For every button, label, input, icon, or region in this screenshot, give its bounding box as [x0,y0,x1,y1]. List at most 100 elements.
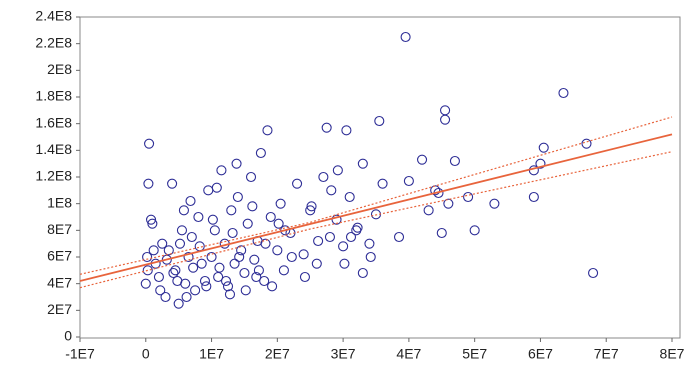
point [157,238,168,249]
y-tick-label: 2.4E8 [35,8,72,24]
point [357,158,368,169]
point [331,214,342,225]
point [160,291,171,303]
point [211,182,222,193]
point [144,138,155,149]
point [140,278,151,289]
point [364,238,375,249]
point [267,281,278,292]
point [528,191,539,203]
point [163,245,174,256]
point [400,31,411,43]
point [365,251,376,263]
y-tick-label: 6E7 [47,248,72,264]
y-tick-label: 1.6E8 [35,114,72,130]
point [222,281,234,292]
point [345,231,357,243]
point [298,249,309,260]
point [170,265,181,276]
point [253,265,264,276]
point [173,298,184,309]
point [311,258,322,269]
point [272,245,283,256]
y-tick-label: 2.2E8 [35,34,72,50]
point [185,195,196,207]
point [352,222,363,233]
point [374,115,385,127]
point [143,178,154,189]
point [440,114,451,125]
point [142,265,153,276]
point [403,175,414,187]
point [416,154,428,165]
point [249,254,260,265]
point [227,227,238,239]
point [216,165,227,176]
regression-line [79,133,673,282]
point [326,185,337,196]
point [147,218,158,229]
point [469,225,480,236]
point [214,262,225,273]
point [190,285,201,296]
point [193,211,204,223]
x-tick-label: -1E7 [65,346,95,362]
point [332,165,343,176]
confidence-upper [79,116,673,275]
point [255,147,266,159]
x-tick-label: 4E7 [396,346,421,362]
y-tick-label: 1.4E8 [35,141,72,157]
point [176,225,188,236]
point [489,198,500,209]
point [275,198,286,209]
point [234,251,245,263]
point [339,258,350,269]
point [229,258,240,269]
point [232,191,243,203]
point [286,251,297,263]
point [220,275,232,287]
point [321,122,332,133]
point [142,251,153,263]
y-tick-label: 1E8 [47,194,72,210]
point [226,205,237,216]
point [313,235,324,247]
plot-frame [79,16,681,339]
point [265,211,276,223]
point [273,218,284,229]
point [351,225,362,236]
point [251,271,262,283]
point [436,227,447,239]
point [449,155,460,167]
point [324,231,336,243]
point [440,105,451,116]
y-tick-label: 1.2E8 [35,168,72,184]
point [203,185,214,196]
point [538,142,549,153]
point [377,178,388,189]
point [305,205,316,216]
point [393,231,405,243]
point [430,185,441,196]
point [240,285,251,296]
point [280,225,291,236]
point [186,231,197,243]
point [172,275,183,287]
point [199,275,211,287]
point [168,267,179,279]
point [341,125,352,136]
point [188,262,199,273]
point [174,238,186,249]
point [231,158,242,169]
point [155,285,166,296]
point [236,245,247,256]
point [201,281,212,292]
x-tick-label: 3E7 [331,346,356,362]
point [588,267,599,279]
point [357,267,368,279]
point [338,241,349,252]
point [299,271,311,283]
point [292,178,303,189]
point [242,218,253,229]
